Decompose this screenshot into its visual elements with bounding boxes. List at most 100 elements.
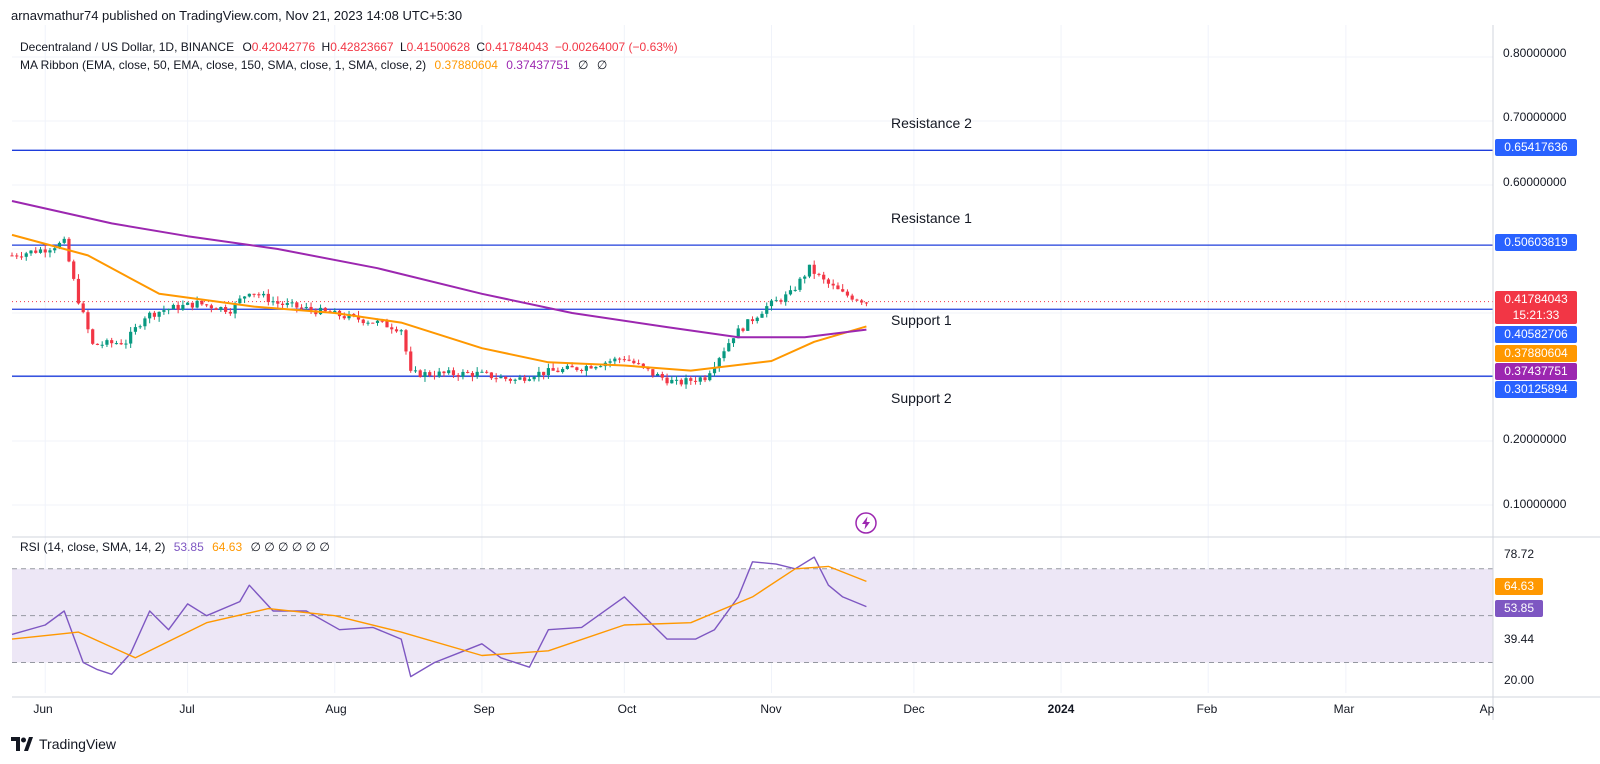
- candle-body: [561, 368, 565, 373]
- candle-body: [266, 293, 270, 303]
- candle-body: [437, 371, 441, 377]
- candle-body: [670, 379, 674, 384]
- lightning-icon[interactable]: [855, 512, 877, 534]
- candle-body: [447, 370, 451, 374]
- rsi-ma-price-tag: 64.63: [1495, 578, 1543, 595]
- price-tick: 0.60000000: [1503, 175, 1567, 189]
- candle-body: [195, 300, 199, 308]
- candle-body: [148, 312, 152, 319]
- candle-body: [404, 330, 408, 352]
- candle-body: [850, 295, 854, 300]
- candle-body: [224, 307, 228, 312]
- candle-body: [698, 377, 702, 382]
- candle-body: [617, 358, 622, 360]
- candle-body: [15, 255, 19, 257]
- candle-body: [636, 363, 641, 365]
- candle-body: [261, 293, 266, 296]
- candle-body: [219, 307, 223, 310]
- candle-body: [622, 359, 626, 361]
- candle-body: [428, 372, 432, 376]
- x-tick-sep: Sep: [473, 702, 495, 716]
- rsi-price-tag: 53.85: [1495, 600, 1543, 617]
- candle-body: [731, 338, 736, 344]
- x-tick-nov: Nov: [760, 702, 782, 716]
- candle-body: [755, 317, 759, 322]
- candle-body: [24, 253, 28, 257]
- footer-brand-label: TradingView: [39, 736, 117, 752]
- candle-body: [81, 303, 85, 313]
- ohlc-open: O0.42042776: [242, 40, 316, 54]
- candle-body: [432, 375, 437, 377]
- candle-body: [480, 371, 484, 373]
- candle-body: [746, 319, 750, 331]
- candle-body: [836, 285, 840, 290]
- candle-body: [290, 302, 294, 304]
- x-tick-jul: Jul: [179, 702, 195, 716]
- candle-body: [361, 319, 365, 324]
- candle-body: [100, 344, 104, 346]
- ma-legend[interactable]: MA Ribbon (EMA, close, 50, EMA, close, 1…: [20, 58, 612, 72]
- candle-body: [860, 300, 864, 303]
- candle-body: [679, 379, 683, 385]
- rsi-legend[interactable]: RSI (14, close, SMA, 14, 2) 53.85 64.63 …: [20, 540, 335, 554]
- candle-body: [475, 371, 479, 377]
- candle-body: [532, 376, 536, 380]
- x-tick-aug: Aug: [325, 702, 347, 716]
- rsi-empty-values: ∅ ∅ ∅ ∅ ∅ ∅: [250, 540, 330, 554]
- candle-body: [523, 377, 527, 381]
- candle-body: [394, 329, 399, 332]
- candle-body: [91, 329, 95, 344]
- candle-body: [727, 343, 731, 352]
- publisher-line: arnavmathur74 published on TradingView.c…: [11, 8, 463, 23]
- candle-body: [342, 316, 346, 319]
- candle-body: [817, 273, 821, 275]
- candle-body: [575, 367, 579, 370]
- chart-frame: [12, 25, 1600, 720]
- candle-body: [712, 366, 717, 374]
- ma-value-3: ∅: [578, 58, 589, 72]
- candle-body: [143, 318, 147, 327]
- candle-body: [114, 343, 119, 345]
- candle-body: [418, 370, 422, 377]
- candle-body: [399, 330, 403, 332]
- candle-body: [807, 264, 812, 277]
- candle-body: [299, 307, 304, 309]
- candle-body: [542, 371, 546, 376]
- candle-body: [238, 298, 242, 304]
- candle-body: [176, 304, 180, 310]
- candle-body: [390, 327, 394, 330]
- rsi-line: [11, 565, 867, 659]
- candle-body: [152, 312, 157, 317]
- price-tick: 0.20000000: [1503, 432, 1567, 446]
- rsi-ma-value: 64.63: [212, 540, 243, 554]
- candle-body: [57, 242, 62, 249]
- rsi-tick: 78.72: [1504, 547, 1535, 561]
- candle-body: [304, 306, 308, 308]
- candle-body: [774, 300, 778, 302]
- candle-body: [551, 368, 555, 371]
- rsi-label: RSI (14, close, SMA, 14, 2): [20, 540, 166, 554]
- candle-body: [366, 322, 370, 324]
- candle-body: [750, 319, 755, 322]
- candle-body: [461, 371, 465, 377]
- resistance2-label: Resistance 2: [891, 115, 972, 131]
- candle-body: [157, 311, 161, 317]
- x-tick-jun: Jun: [33, 702, 53, 716]
- price-tick: 0.70000000: [1503, 110, 1567, 124]
- footer-brand[interactable]: TradingView: [11, 736, 116, 752]
- candle-body: [347, 313, 351, 319]
- candle-body: [309, 306, 313, 311]
- candle-body: [570, 365, 574, 368]
- candle-body: [76, 278, 81, 304]
- resistance1-price-tag: 0.50603819: [1495, 234, 1577, 251]
- candle-body: [717, 358, 721, 367]
- candle-body: [323, 307, 327, 312]
- ohlc-close: C0.41784043: [476, 40, 549, 54]
- price-tick: 0.10000000: [1503, 497, 1567, 511]
- ma-value-1: 0.37880604: [434, 58, 498, 72]
- symbol-label[interactable]: Decentraland / US Dollar, 1D, BINANCE: [20, 40, 235, 54]
- candle-body: [129, 331, 133, 344]
- candle-body: [760, 313, 764, 318]
- candle-body: [594, 366, 598, 369]
- candle-body: [190, 302, 194, 308]
